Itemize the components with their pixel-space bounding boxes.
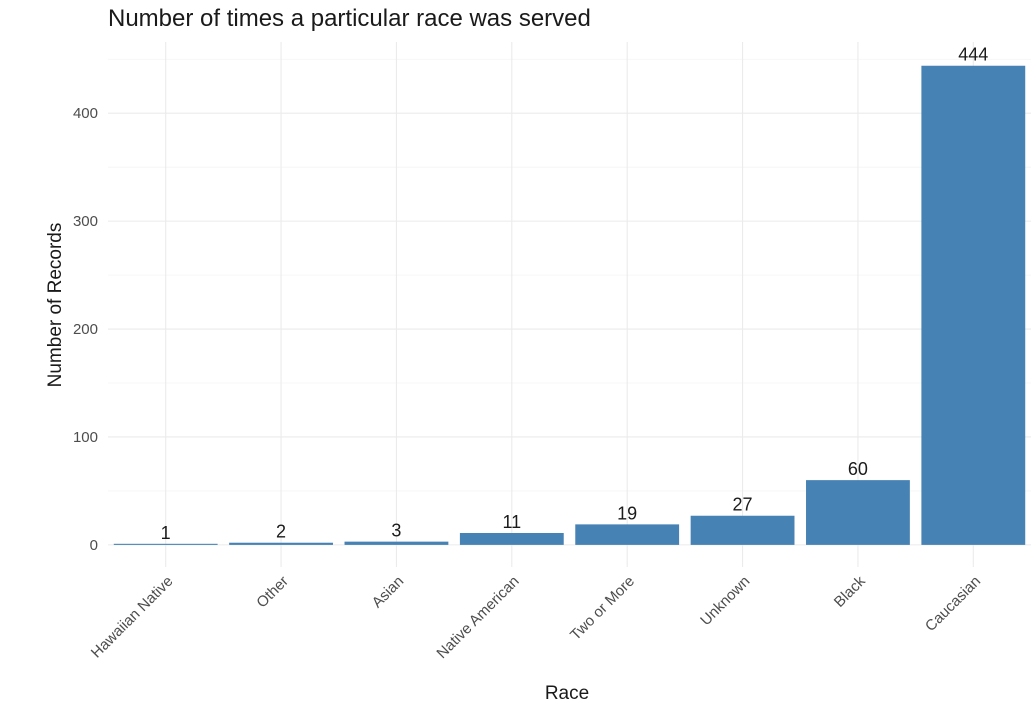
bar: [459, 533, 564, 545]
bar: [113, 543, 218, 545]
bar: [344, 541, 449, 545]
data-label: 444: [958, 45, 988, 65]
x-tick-label: Hawaiian Native: [88, 573, 177, 662]
tick-labels: 0 100 200 300 400 Hawaiian Native Other Asian Na…: [73, 105, 984, 662]
x-tick-label: Caucasian: [922, 573, 984, 635]
bar: [690, 515, 795, 545]
bar: [806, 480, 910, 545]
x-tick-label: Asian: [369, 573, 408, 612]
x-tick-label: Other: [253, 573, 292, 612]
data-label: 11: [502, 512, 521, 532]
y-tick-label: 200: [73, 321, 98, 338]
data-label: 3: [391, 521, 401, 541]
data-label: 27: [733, 495, 753, 515]
x-tick-label: Black: [831, 572, 869, 610]
y-tick-label: 400: [73, 105, 98, 122]
x-tick-label: Two or More: [567, 573, 638, 644]
data-label: 19: [617, 503, 637, 523]
data-label: 2: [276, 522, 286, 542]
x-axis-title: Race: [545, 683, 589, 704]
bar: [921, 65, 1026, 545]
data-label: 1: [161, 523, 171, 543]
x-tick-label: Native American: [433, 573, 522, 662]
chart-title: Number of times a particular race was se…: [108, 5, 591, 32]
bars: [113, 65, 1026, 545]
x-tick-label: Unknown: [697, 573, 753, 629]
y-tick-label: 100: [73, 429, 98, 446]
y-axis-title: Number of Records: [45, 223, 66, 388]
bar: [575, 524, 680, 545]
y-tick-label: 0: [90, 537, 98, 554]
data-label: 60: [848, 459, 868, 479]
y-tick-label: 300: [73, 213, 98, 230]
bar: [229, 542, 333, 545]
data-labels: 1 2 3 11 19 27 60 444: [161, 45, 989, 543]
